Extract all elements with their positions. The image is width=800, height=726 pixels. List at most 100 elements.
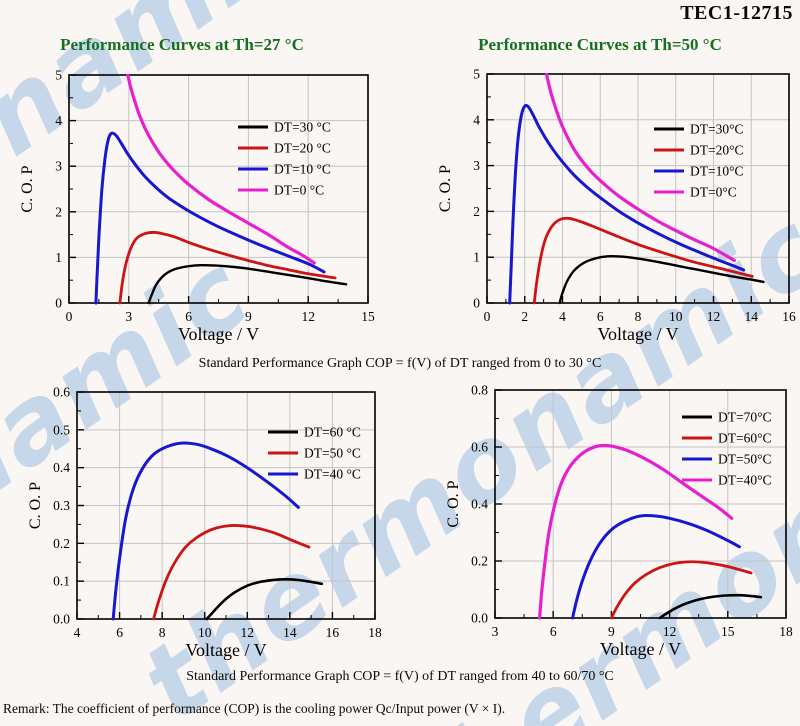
curves bbox=[111, 441, 324, 621]
y-tick-label: 5 bbox=[55, 68, 62, 83]
plot-frame bbox=[76, 391, 376, 620]
curve-DT=40 °C bbox=[111, 441, 300, 621]
curve-DT=10°C bbox=[508, 103, 746, 305]
curve-DT=30°C bbox=[558, 254, 765, 305]
curves bbox=[538, 443, 763, 620]
legend-label: DT=10°C bbox=[690, 164, 744, 179]
legend-label: DT=40 °C bbox=[304, 467, 361, 482]
curve-DT=0°C bbox=[544, 73, 736, 262]
y-tick-label: 0.2 bbox=[53, 536, 70, 551]
legend-label: DT=10 °C bbox=[274, 162, 331, 177]
y-tick-label: 2 bbox=[55, 204, 62, 219]
x-tick-label: 2 bbox=[521, 309, 528, 324]
curve-DT=20 °C bbox=[118, 230, 337, 305]
curve-DT=60°C bbox=[610, 560, 753, 620]
y-tick-label: 0 bbox=[473, 296, 480, 311]
y-tick-label: 0.3 bbox=[53, 498, 70, 513]
y-tick-label: 0.2 bbox=[471, 554, 488, 569]
plot-frame bbox=[494, 389, 787, 619]
legend-label: DT=40°C bbox=[718, 473, 772, 488]
x-tick-label: 12 bbox=[707, 309, 721, 324]
y-tick-label: 0.0 bbox=[471, 611, 488, 626]
curve-DT=60 °C bbox=[205, 577, 324, 621]
y-axis-title: C. O. P bbox=[27, 482, 44, 529]
performance-chart-th27-dt40-60: 4 6 8 10 12 14 16 18 0.0 0.1 0.2 0.3 0.4 0.5 0.6 Voltag… bbox=[27, 385, 382, 661]
x-tick-label: 4 bbox=[559, 309, 566, 324]
y-tick-label: 2 bbox=[473, 204, 480, 219]
x-tick-label: 16 bbox=[782, 309, 796, 324]
curve-DT=50°C bbox=[571, 513, 741, 620]
y-tick-label: 0.6 bbox=[53, 385, 70, 400]
x-axis-title: Voltage / V bbox=[600, 639, 681, 659]
x-tick-label: 6 bbox=[597, 309, 604, 324]
legend-label: DT=20 °C bbox=[274, 141, 331, 156]
legend-label: DT=0°C bbox=[690, 185, 737, 200]
x-tick-label: 4 bbox=[74, 625, 81, 640]
y-tick-label: 0.4 bbox=[53, 460, 70, 475]
legend-label: DT=70°C bbox=[718, 410, 772, 425]
plot-frame bbox=[486, 73, 790, 304]
x-tick-label: 0 bbox=[66, 309, 73, 324]
y-tick-label: 0.4 bbox=[471, 497, 488, 512]
legend-label: DT=0 °C bbox=[274, 183, 324, 198]
y-tick-label: 0.6 bbox=[471, 440, 488, 455]
x-tick-label: 12 bbox=[241, 625, 255, 640]
x-tick-label: 10 bbox=[669, 309, 683, 324]
x-tick-label: 16 bbox=[326, 625, 340, 640]
y-tick-label: 0.5 bbox=[53, 422, 70, 437]
x-tick-label: 6 bbox=[116, 625, 123, 640]
y-tick-label: 3 bbox=[473, 158, 480, 173]
chart-title-th27: Performance Curves at Th=27 °C bbox=[60, 35, 304, 54]
x-axis-title: Voltage / V bbox=[185, 640, 266, 660]
curve-DT=40°C bbox=[538, 443, 734, 620]
legend-label: DT=50°C bbox=[718, 452, 772, 467]
plot-frame bbox=[68, 74, 369, 304]
x-tick-label: 3 bbox=[492, 624, 499, 639]
chart-title-th50: Performance Curves at Th=50 °C bbox=[478, 35, 722, 54]
x-tick-label: 10 bbox=[198, 625, 212, 640]
curve-DT=70°C bbox=[658, 593, 763, 620]
curves bbox=[508, 73, 765, 305]
x-tick-label: 18 bbox=[368, 625, 382, 640]
product-title: TEC1-12715 bbox=[680, 2, 793, 24]
x-tick-label: 18 bbox=[779, 624, 793, 639]
y-tick-label: 3 bbox=[55, 159, 62, 174]
caption-standard-performance-high-dt: Standard Performance Graph COP = f(V) of… bbox=[186, 669, 614, 684]
y-tick-label: 1 bbox=[55, 250, 62, 265]
curve-DT=20°C bbox=[532, 216, 754, 305]
y-tick-label: 1 bbox=[473, 250, 480, 265]
y-tick-label: 0.1 bbox=[53, 574, 70, 589]
curve-DT=10 °C bbox=[94, 131, 326, 305]
performance-chart-th50-dt40-70: 3 6 9 12 15 18 0.0 0.2 0.4 0.6 0.8 Voltage / V C. O.… bbox=[445, 383, 793, 660]
legend-label: DT=20°C bbox=[690, 143, 744, 158]
x-axis-title: Voltage / V bbox=[178, 324, 259, 344]
x-tick-label: 3 bbox=[125, 309, 132, 324]
legend-label: DT=30 °C bbox=[274, 120, 331, 135]
legend-label: DT=30°C bbox=[690, 122, 744, 137]
x-tick-label: 14 bbox=[283, 625, 297, 640]
curve-DT=30 °C bbox=[147, 263, 348, 305]
y-tick-label: 5 bbox=[473, 67, 480, 82]
x-tick-label: 6 bbox=[550, 624, 557, 639]
y-tick-label: 0 bbox=[55, 296, 62, 311]
x-tick-label: 8 bbox=[635, 309, 642, 324]
curve-DT=0 °C bbox=[126, 74, 316, 265]
x-tick-label: 9 bbox=[245, 309, 252, 324]
x-tick-label: 6 bbox=[185, 309, 192, 324]
y-axis-title: C. O. P bbox=[445, 480, 462, 527]
curve-DT=50 °C bbox=[152, 524, 311, 621]
y-tick-label: 0.8 bbox=[471, 383, 488, 398]
remark-text: Remark: The coefficient of performance (… bbox=[3, 701, 506, 716]
x-tick-label: 9 bbox=[608, 624, 615, 639]
x-tick-label: 8 bbox=[159, 625, 166, 640]
x-tick-label: 15 bbox=[721, 624, 735, 639]
y-axis-title: C. O. P bbox=[19, 165, 36, 212]
y-tick-label: 0.0 bbox=[53, 612, 70, 627]
y-tick-label: 4 bbox=[55, 113, 62, 128]
x-tick-label: 15 bbox=[361, 309, 375, 324]
caption-standard-performance-low-dt: Standard Performance Graph COP = f(V) of… bbox=[198, 356, 602, 371]
